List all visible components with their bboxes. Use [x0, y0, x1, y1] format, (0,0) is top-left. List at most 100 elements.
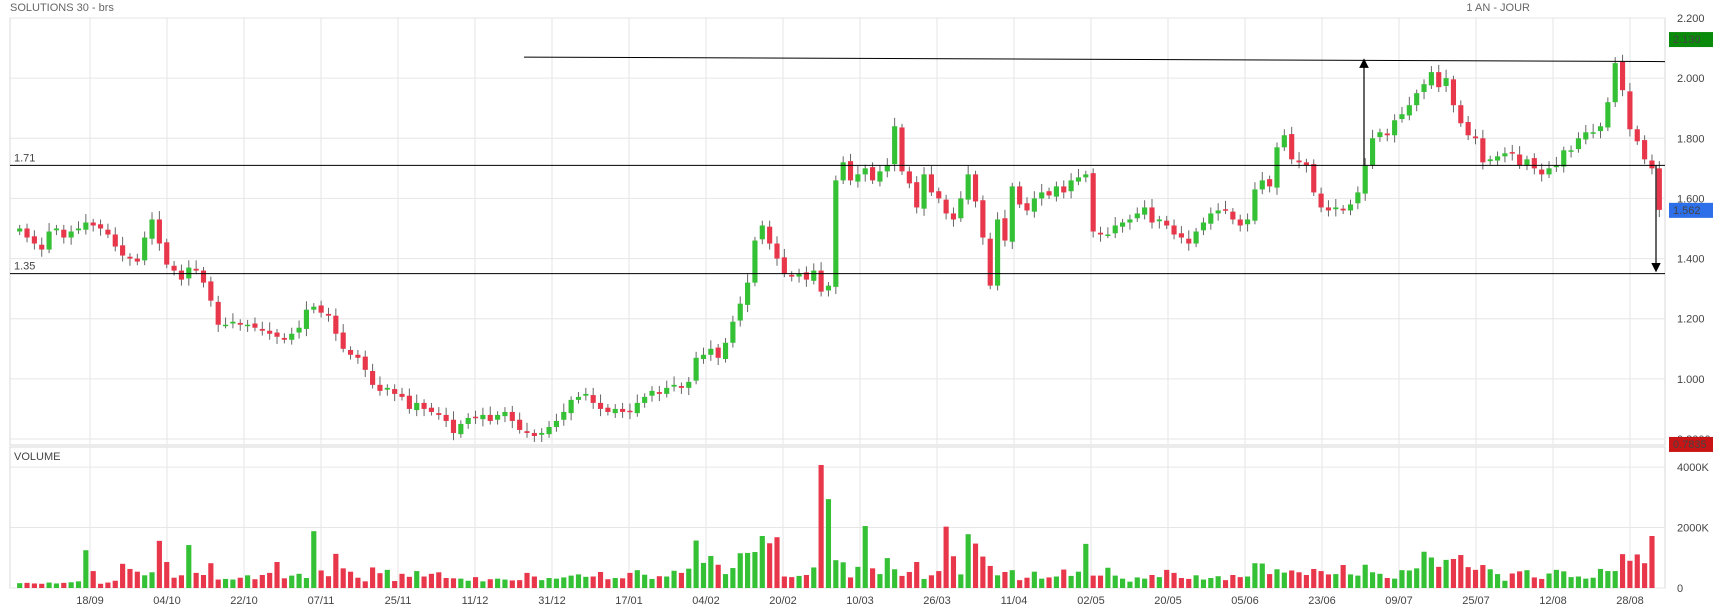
volume-bar [105, 582, 111, 588]
x-tick-label: 31/12 [538, 595, 566, 607]
volume-bar [531, 576, 537, 588]
volume-bar [1612, 571, 1618, 588]
volume-bar [833, 560, 839, 588]
candle-body [1399, 114, 1405, 120]
volume-bar [347, 571, 354, 588]
candle-body [1524, 159, 1530, 166]
volume-bar [847, 577, 854, 588]
candle-body [1377, 132, 1383, 138]
volume-bar [1450, 558, 1457, 588]
candle-body [855, 174, 861, 182]
candle-body [458, 423, 464, 435]
candle-body [730, 321, 736, 343]
candle-body [605, 407, 611, 412]
candle-body [355, 354, 361, 358]
volume-bar [1546, 573, 1552, 588]
candlestick-series [17, 54, 1662, 442]
volume-bar [1053, 576, 1059, 588]
volume-bar [414, 571, 420, 588]
volume-bar [789, 577, 795, 588]
volume-tick-label: 2000K [1677, 523, 1709, 535]
volume-bar [487, 579, 493, 588]
candle-body [1627, 91, 1633, 130]
volume-bar [97, 583, 104, 588]
candle-body [678, 386, 684, 388]
candle-body [377, 384, 383, 391]
volume-bar [237, 577, 243, 588]
volume-bar [649, 578, 655, 588]
volume-bar [1406, 570, 1412, 588]
candle-body [296, 327, 302, 333]
volume-bar [620, 578, 626, 588]
volume-bar [605, 579, 611, 588]
candle-body [1583, 132, 1589, 140]
candle-body [75, 228, 82, 231]
candle-body [1642, 140, 1648, 160]
candle-body [149, 219, 155, 239]
volume-bar [1524, 570, 1530, 588]
candle-body [1553, 165, 1559, 168]
volume-bar [1502, 580, 1508, 588]
volume-bar [965, 534, 971, 588]
volume-bar [1009, 570, 1015, 588]
candle-body [1487, 159, 1493, 162]
candle-body [1509, 152, 1515, 154]
x-axis: 18/09 04/10 22/10 07/11 25/11 11/12 31/12 17/01… [76, 595, 1644, 607]
candle-body [987, 238, 993, 286]
volume-bar [1274, 569, 1280, 588]
volume-bar [53, 583, 60, 588]
volume-bar [943, 526, 949, 588]
candle-body [1539, 169, 1545, 175]
candle-body [1215, 210, 1221, 214]
candle-body [97, 224, 104, 229]
low-badge [1669, 436, 1713, 452]
candle-body [877, 171, 883, 182]
candle-body [1245, 219, 1251, 225]
volume-bar [1487, 569, 1493, 588]
volume-bar [1597, 568, 1604, 588]
candle-body [1193, 231, 1199, 244]
candle-body [384, 387, 390, 390]
candle-body [1024, 203, 1030, 211]
candle-body [1597, 126, 1604, 132]
candle-body [1237, 219, 1243, 226]
volume-bar [17, 583, 23, 588]
volume-bar [186, 545, 192, 588]
volume-bar [120, 563, 126, 588]
candle-body [443, 414, 449, 421]
candle-body [230, 321, 236, 324]
high-badge-text: 2.130 [1673, 34, 1701, 46]
volume-bar [583, 576, 589, 588]
candle-body [370, 371, 376, 385]
candle-body [664, 387, 670, 394]
volume-bar [656, 576, 662, 588]
volume-bar [1384, 578, 1390, 588]
volume-bar [539, 580, 545, 588]
volume-bar [1031, 571, 1037, 588]
volume-bar [1208, 578, 1214, 588]
volume-bar [811, 567, 817, 588]
volume-bar [1171, 572, 1177, 588]
candle-body [487, 414, 493, 421]
candle-body [1406, 105, 1412, 116]
volume-bar [90, 571, 96, 588]
candle-body [1575, 138, 1582, 150]
candle-body [68, 231, 74, 238]
high-badge [1669, 32, 1713, 48]
candle-body [1009, 186, 1015, 242]
volume-bar [686, 568, 692, 588]
candle-body [259, 328, 265, 331]
level-label: 1.71 [14, 152, 35, 164]
volume-bar [1553, 569, 1559, 588]
x-tick-label: 26/03 [923, 595, 951, 607]
y-tick-label: 2.200 [1677, 13, 1705, 25]
x-tick-label: 22/10 [230, 595, 258, 607]
volume-bar [1531, 577, 1537, 588]
volume-bar [1142, 578, 1148, 588]
volume-bar [1465, 567, 1471, 588]
candle-body [892, 126, 898, 165]
candle-body [509, 411, 515, 421]
volume-bar [1193, 575, 1199, 588]
volume-label: VOLUME [14, 451, 60, 463]
